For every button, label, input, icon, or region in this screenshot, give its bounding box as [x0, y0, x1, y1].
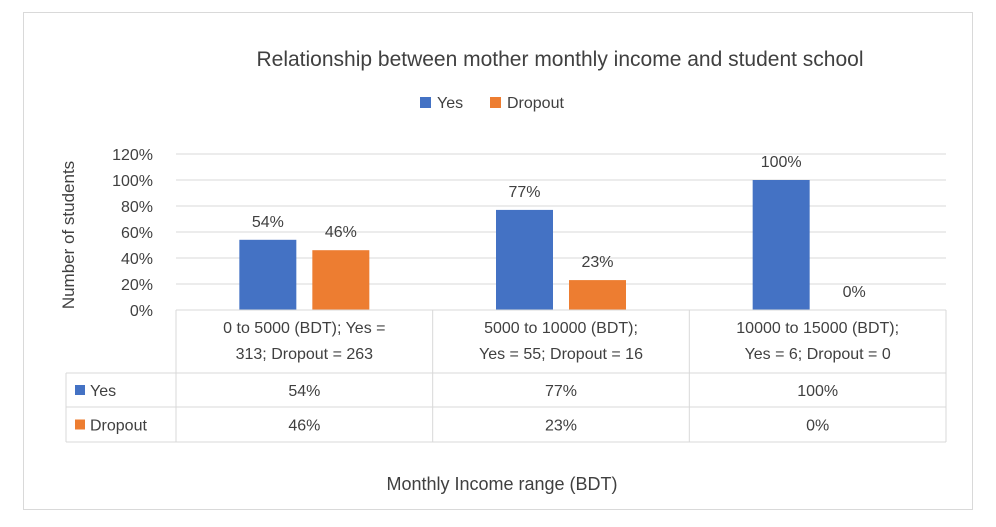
category-label-3: 10000 to 15000 (BDT);: [736, 320, 899, 337]
data-label-dropout-2: 23%: [581, 254, 613, 271]
table-cell-dropout-2: 23%: [545, 418, 577, 435]
legend-label-dropout: Dropout: [507, 95, 564, 112]
table-series-name-yes: Yes: [90, 383, 116, 400]
y-axis-title: Number of students: [59, 161, 78, 309]
bar-dropout-1: [312, 250, 370, 310]
table-swatch-yes: [75, 385, 85, 395]
y-axis-ticks: 0% 20% 40% 60% 80% 100% 120%: [112, 147, 153, 320]
table-cell-dropout-1: 46%: [288, 418, 320, 435]
y-tick-label: 60%: [121, 225, 153, 242]
bar-yes-1: [239, 239, 297, 310]
data-label-yes-1: 54%: [252, 214, 284, 231]
category-label-1: 0 to 5000 (BDT); Yes =: [223, 320, 385, 337]
y-tick-label: 80%: [121, 199, 153, 216]
y-tick-label: 40%: [121, 251, 153, 268]
legend-swatch-yes: [420, 97, 431, 108]
legend: Yes Dropout: [420, 95, 564, 112]
category-label-1: 313; Dropout = 263: [236, 346, 374, 363]
y-tick-label: 20%: [121, 277, 153, 294]
category-label-3: Yes = 6; Dropout = 0: [745, 346, 891, 363]
x-axis-title: Monthly Income range (BDT): [386, 474, 617, 494]
legend-swatch-dropout: [490, 97, 501, 108]
table-series-name-dropout: Dropout: [90, 418, 147, 435]
data-label-dropout-3: 0%: [843, 284, 866, 301]
table-cell-yes-2: 77%: [545, 383, 577, 400]
data-table: 0 to 5000 (BDT); Yes = 313; Dropout = 263…: [65, 309, 947, 443]
legend-label-yes: Yes: [437, 95, 463, 112]
category-label-2: Yes = 55; Dropout = 16: [479, 346, 643, 363]
bars: [239, 180, 810, 310]
bar-yes-2: [496, 209, 553, 310]
chart-title: Relationship between mother monthly inco…: [256, 48, 863, 71]
y-tick-label: 100%: [112, 173, 153, 190]
data-labels: 54% 46% 77% 23% 100% 0%: [252, 154, 866, 301]
bar-dropout-2: [569, 280, 626, 310]
bar-yes-3: [752, 180, 810, 310]
data-label-dropout-1: 46%: [325, 224, 357, 241]
table-swatch-dropout: [75, 419, 85, 430]
y-tick-label: 0%: [130, 303, 153, 320]
data-label-yes-2: 77%: [508, 184, 540, 201]
data-label-yes-3: 100%: [761, 154, 802, 171]
category-label-2: 5000 to 10000 (BDT);: [484, 320, 638, 337]
table-cell-yes-3: 100%: [797, 383, 838, 400]
table-cell-yes-1: 54%: [288, 383, 320, 400]
y-tick-label: 120%: [112, 147, 153, 164]
table-cell-dropout-3: 0%: [806, 418, 829, 435]
